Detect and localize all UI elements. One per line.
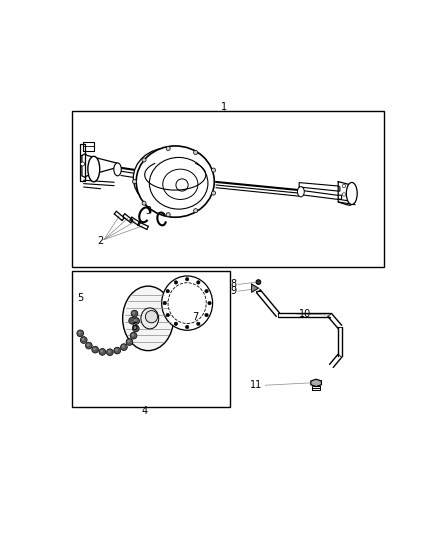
Circle shape — [80, 337, 87, 343]
Circle shape — [122, 345, 124, 348]
Ellipse shape — [149, 157, 208, 209]
Circle shape — [132, 312, 135, 314]
Circle shape — [78, 332, 81, 334]
Circle shape — [82, 338, 85, 341]
Circle shape — [205, 313, 208, 317]
Ellipse shape — [163, 169, 198, 199]
Circle shape — [174, 322, 178, 326]
Text: 5: 5 — [77, 293, 83, 303]
Ellipse shape — [141, 308, 159, 329]
Circle shape — [142, 158, 146, 162]
Circle shape — [174, 281, 178, 284]
Circle shape — [166, 147, 170, 150]
Ellipse shape — [162, 276, 212, 330]
Circle shape — [134, 326, 137, 329]
Circle shape — [131, 334, 134, 336]
Circle shape — [100, 350, 103, 352]
Polygon shape — [251, 284, 258, 292]
Circle shape — [108, 350, 110, 353]
Ellipse shape — [88, 156, 100, 182]
Polygon shape — [82, 154, 117, 177]
Circle shape — [208, 302, 211, 305]
Text: 7: 7 — [192, 312, 199, 322]
Circle shape — [194, 208, 198, 213]
Circle shape — [166, 213, 170, 217]
Text: 11: 11 — [250, 380, 262, 390]
Circle shape — [342, 184, 346, 188]
Circle shape — [166, 289, 170, 293]
Text: 1: 1 — [222, 102, 227, 112]
Circle shape — [99, 349, 106, 356]
Text: 3: 3 — [145, 206, 151, 216]
Ellipse shape — [297, 187, 304, 197]
Text: 9: 9 — [230, 286, 237, 296]
Text: 8: 8 — [230, 279, 237, 289]
Polygon shape — [311, 379, 321, 386]
Polygon shape — [80, 143, 85, 181]
Circle shape — [212, 168, 215, 172]
Text: 6: 6 — [131, 322, 138, 332]
Ellipse shape — [346, 182, 357, 205]
Circle shape — [127, 340, 130, 343]
Circle shape — [115, 349, 118, 351]
Circle shape — [205, 289, 208, 293]
Circle shape — [130, 332, 137, 339]
Ellipse shape — [136, 146, 214, 217]
Ellipse shape — [133, 148, 204, 208]
Circle shape — [342, 193, 346, 196]
Circle shape — [132, 325, 139, 332]
Ellipse shape — [168, 282, 206, 324]
Circle shape — [194, 150, 198, 155]
Circle shape — [131, 310, 138, 317]
Circle shape — [145, 311, 158, 323]
Polygon shape — [338, 182, 355, 205]
Text: 4: 4 — [141, 406, 148, 416]
Circle shape — [93, 348, 96, 350]
Circle shape — [92, 346, 99, 353]
Circle shape — [256, 280, 261, 285]
Ellipse shape — [123, 286, 173, 351]
Circle shape — [85, 342, 92, 349]
Polygon shape — [299, 190, 342, 199]
Text: 10: 10 — [299, 309, 311, 319]
Circle shape — [166, 313, 170, 317]
Bar — [72, 111, 384, 268]
Circle shape — [132, 180, 137, 184]
Circle shape — [197, 281, 200, 284]
Circle shape — [185, 325, 189, 329]
Bar — [72, 271, 230, 407]
Circle shape — [126, 338, 133, 345]
Circle shape — [81, 162, 85, 166]
Circle shape — [120, 344, 127, 351]
Circle shape — [129, 317, 135, 324]
Circle shape — [185, 278, 189, 281]
Circle shape — [106, 349, 113, 356]
Ellipse shape — [114, 163, 121, 176]
Circle shape — [87, 344, 89, 346]
Circle shape — [142, 201, 146, 205]
Circle shape — [197, 322, 200, 326]
Text: 2: 2 — [97, 236, 104, 246]
Circle shape — [134, 319, 137, 321]
Circle shape — [133, 318, 139, 325]
Circle shape — [77, 330, 84, 337]
Circle shape — [163, 302, 166, 305]
Circle shape — [176, 179, 188, 191]
Circle shape — [212, 191, 215, 195]
Circle shape — [114, 347, 120, 354]
